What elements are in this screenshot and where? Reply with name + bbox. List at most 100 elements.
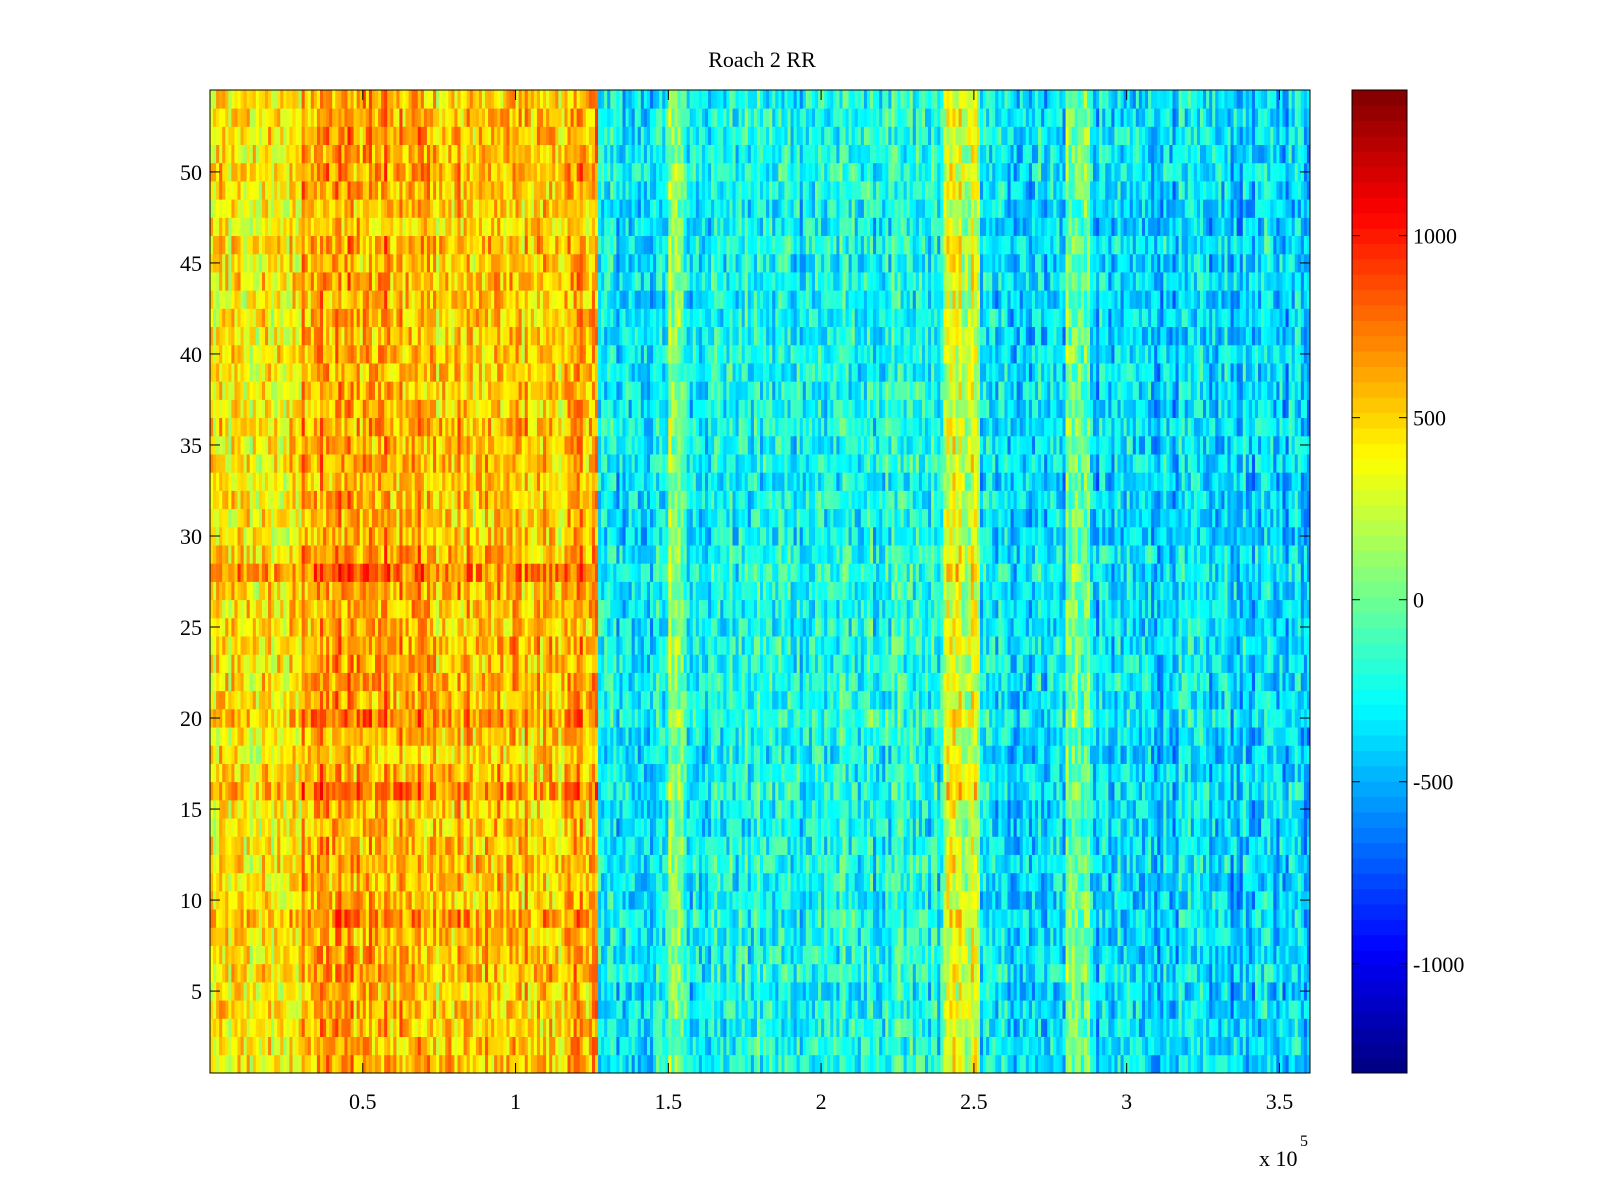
- heatmap-cell: [974, 964, 977, 983]
- heatmap-cell: [876, 909, 879, 928]
- heatmap-cell: [742, 927, 745, 946]
- heatmap-cell: [610, 1037, 613, 1056]
- heatmap-cell: [509, 818, 512, 837]
- heatmap-cell: [412, 1000, 415, 1019]
- heatmap-cell: [1053, 964, 1056, 983]
- heatmap-cell: [1078, 946, 1081, 965]
- heatmap-cell: [843, 855, 846, 874]
- heatmap-cell: [830, 909, 833, 928]
- heatmap-cell: [647, 1037, 650, 1056]
- heatmap-cell: [940, 964, 943, 983]
- heatmap-cell: [1289, 1000, 1292, 1019]
- heatmap-cell: [296, 836, 299, 855]
- heatmap-cell: [613, 1037, 616, 1056]
- heatmap-cell: [891, 836, 894, 855]
- heatmap-cell: [638, 982, 641, 1001]
- heatmap-cell: [494, 909, 497, 928]
- heatmap-cell: [244, 946, 247, 965]
- heatmap-cell: [751, 1055, 754, 1074]
- heatmap-cell: [250, 909, 253, 928]
- heatmap-cell: [580, 891, 583, 910]
- heatmap-cell: [1011, 909, 1014, 928]
- heatmap-cell: [558, 1000, 561, 1019]
- heatmap-cell: [888, 982, 891, 1001]
- heatmap-cell: [384, 1000, 387, 1019]
- heatmap-cell: [473, 946, 476, 965]
- heatmap-cell: [314, 946, 317, 965]
- heatmap-cell: [381, 1000, 384, 1019]
- heatmap-cell: [1173, 1055, 1176, 1074]
- heatmap-cell: [335, 891, 338, 910]
- heatmap-cell: [1163, 891, 1166, 910]
- heatmap-cell: [702, 836, 705, 855]
- heatmap-cell: [1096, 855, 1099, 874]
- heatmap-cell: [870, 855, 873, 874]
- heatmap-cell: [934, 836, 937, 855]
- heatmap-cell: [684, 818, 687, 837]
- heatmap-cell: [1249, 891, 1252, 910]
- heatmap-cell: [1276, 891, 1279, 910]
- heatmap-cell: [546, 927, 549, 946]
- heatmap-cell: [1093, 891, 1096, 910]
- heatmap-cell: [351, 836, 354, 855]
- heatmap-cell: [769, 873, 772, 892]
- heatmap-cell: [320, 946, 323, 965]
- heatmap-cell: [983, 909, 986, 928]
- heatmap-cell: [250, 964, 253, 983]
- heatmap-cell: [1157, 1055, 1160, 1074]
- heatmap-cell: [781, 818, 784, 837]
- heatmap-cell: [296, 982, 299, 1001]
- heatmap-cell: [1200, 1018, 1203, 1037]
- heatmap-cell: [910, 818, 913, 837]
- heatmap-cell: [781, 1000, 784, 1019]
- heatmap-cell: [448, 836, 451, 855]
- heatmap-cell: [888, 946, 891, 965]
- heatmap-cell: [1105, 964, 1108, 983]
- heatmap-cell: [1014, 891, 1017, 910]
- heatmap-cell: [1151, 1037, 1154, 1056]
- heatmap-cell: [1273, 855, 1276, 874]
- heatmap-cell: [876, 946, 879, 965]
- heatmap-cell: [341, 873, 344, 892]
- heatmap-cell: [739, 873, 742, 892]
- heatmap-cell: [296, 818, 299, 837]
- heatmap-cell: [1264, 891, 1267, 910]
- heatmap-cell: [1252, 1037, 1255, 1056]
- heatmap-cell: [1292, 946, 1295, 965]
- heatmap-cell: [445, 1018, 448, 1037]
- heatmap-cell: [723, 1018, 726, 1037]
- heatmap-cell: [1124, 873, 1127, 892]
- heatmap-cell: [403, 927, 406, 946]
- heatmap-cell: [687, 982, 690, 1001]
- heatmap-cell: [843, 1018, 846, 1037]
- heatmap-cell: [1105, 855, 1108, 874]
- heatmap-cell: [451, 1055, 454, 1074]
- heatmap-cell: [1270, 1018, 1273, 1037]
- heatmap-cell: [1264, 1018, 1267, 1037]
- heatmap-cell: [873, 873, 876, 892]
- heatmap-cell: [424, 855, 427, 874]
- heatmap-cell: [314, 909, 317, 928]
- heatmap-cell: [583, 946, 586, 965]
- heatmap-cell: [901, 1037, 904, 1056]
- heatmap-cell: [299, 982, 302, 1001]
- heatmap-cell: [601, 964, 604, 983]
- heatmap-cell: [1163, 927, 1166, 946]
- heatmap-cell: [317, 927, 320, 946]
- heatmap-cell: [619, 855, 622, 874]
- heatmap-cell: [231, 964, 234, 983]
- heatmap-cell: [922, 1000, 925, 1019]
- heatmap-cell: [619, 1055, 622, 1074]
- heatmap-cell: [916, 909, 919, 928]
- heatmap-cell: [836, 909, 839, 928]
- heatmap-cell: [289, 855, 292, 874]
- heatmap-cell: [843, 927, 846, 946]
- heatmap-cell: [326, 1000, 329, 1019]
- heatmap-cell: [390, 818, 393, 837]
- heatmap-cell: [1029, 836, 1032, 855]
- heatmap-cell: [1283, 982, 1286, 1001]
- heatmap-cell: [277, 1055, 280, 1074]
- heatmap-cell: [289, 982, 292, 1001]
- heatmap-cell: [415, 1000, 418, 1019]
- heatmap-cell: [613, 1018, 616, 1037]
